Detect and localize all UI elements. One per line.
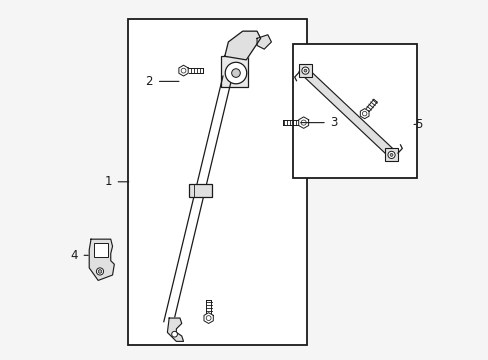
Circle shape [362, 111, 366, 116]
Circle shape [301, 120, 305, 125]
Polygon shape [179, 65, 188, 76]
Bar [188, 184, 212, 197]
Polygon shape [203, 313, 213, 323]
Bar [94, 243, 107, 257]
Polygon shape [298, 66, 397, 160]
Circle shape [231, 69, 240, 77]
Polygon shape [89, 239, 114, 280]
Bar [221, 56, 247, 87]
Polygon shape [257, 35, 271, 49]
Bar [384, 148, 397, 161]
Text: 3: 3 [330, 116, 337, 129]
Polygon shape [224, 31, 260, 60]
Circle shape [98, 270, 102, 273]
Text: 2: 2 [145, 75, 153, 88]
Circle shape [304, 69, 306, 72]
Circle shape [389, 153, 392, 156]
Text: 1: 1 [104, 175, 112, 188]
Circle shape [225, 62, 246, 84]
Circle shape [206, 316, 211, 320]
Polygon shape [360, 109, 368, 119]
Bar [128, 19, 306, 345]
Text: 4: 4 [70, 249, 78, 262]
Polygon shape [298, 117, 308, 129]
Bar [298, 64, 311, 77]
Circle shape [301, 67, 308, 74]
Text: 5: 5 [414, 118, 421, 131]
Polygon shape [167, 318, 183, 341]
Circle shape [387, 151, 394, 158]
Circle shape [171, 331, 177, 337]
Circle shape [96, 268, 103, 275]
Circle shape [181, 68, 185, 73]
Bar [292, 44, 416, 178]
